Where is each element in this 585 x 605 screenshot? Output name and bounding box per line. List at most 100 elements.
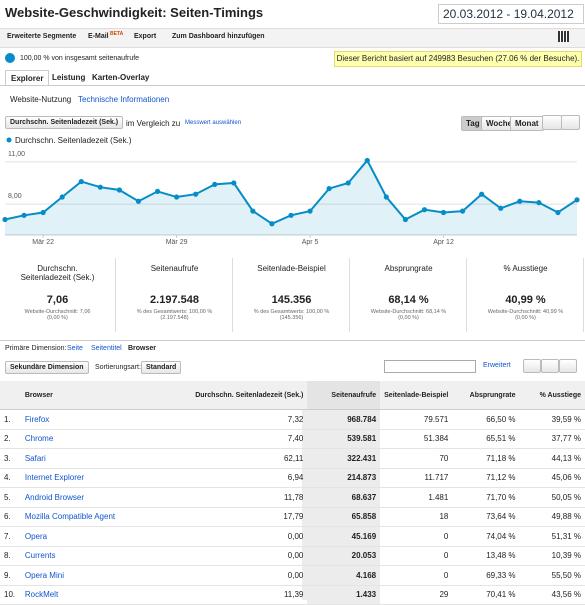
table-cell: 11.717 [380,468,453,488]
table-cell: 79.571 [380,409,453,430]
point [288,212,294,218]
summary-sub: % des Gesamtwerts: 100,00 % [253,309,330,315]
table-cell: 17,79 [191,507,308,527]
table-cell: 50,05 % [519,487,585,508]
table-cell: 70,41 % [452,585,520,605]
table-cell: 74,04 % [452,526,520,547]
tab-active[interactable]: Explorer [5,70,50,86]
point [135,198,142,204]
dimension-option-active[interactable]: Browser [128,345,157,352]
subtab[interactable]: Technische Informationen [78,95,170,104]
table-cell: 7. [0,526,21,547]
motion-chart-icon[interactable] [561,115,580,130]
period-button[interactable]: Woche [481,116,518,131]
table-cell: 4.168 [307,565,381,586]
point [574,197,580,203]
subtab-active[interactable]: Website-Nutzung [10,95,72,104]
line-chart-icon[interactable] [542,115,562,130]
tab-divider [0,85,585,86]
segment-text: 100,00 % von insgesamt seitenaufrufe [20,55,140,62]
tab[interactable]: Leistung [52,73,86,82]
point [78,178,84,185]
column-header[interactable]: Browser [20,381,192,410]
table-cell: 7,32 [191,409,308,430]
table-cell: Opera [20,526,192,547]
dimension-option[interactable]: Seite [67,345,83,352]
point [440,209,447,216]
point [116,187,122,193]
point [402,216,408,223]
toolbar-item[interactable]: Zum Dashboard hinzufügen [172,33,265,40]
qr-icon[interactable] [558,31,569,42]
table-cell: Currents [20,546,192,566]
secondary-dimension[interactable]: Sekundäre Dimension [5,361,89,374]
table-cell: 29 [380,585,453,605]
sort-label: Sortierungsart: [95,364,141,371]
sort-select[interactable]: Standard [141,361,182,374]
summary-label: Seitenlade-Beispiel [257,264,326,273]
advanced-link[interactable]: Erweitert [483,362,511,369]
toolbar-item[interactable]: E-Mail [88,33,109,40]
summary-value: 7,06 [46,294,69,306]
search-box[interactable] [384,360,476,373]
point [498,205,504,211]
point [193,191,199,197]
table-cell: 322.431 [307,448,381,469]
table-cell: 10. [0,585,21,605]
summary-sub: % des Gesamtwerts: 100,00 % [136,309,213,315]
dimension-option[interactable]: Seitentitel [91,345,122,352]
toolbar-item[interactable]: Export [134,33,157,40]
point [212,181,218,187]
table-cell: 51,31 % [519,526,585,547]
point [154,188,161,195]
view-icon[interactable] [559,359,577,373]
table-cell: 37,77 % [519,429,585,449]
table-cell: 0,00 [191,546,308,566]
summary-box: Durchschn. Seitenladezeit (Sek.) 7,06 Webs… [0,258,116,332]
table-cell: 65,51 % [452,429,520,449]
view-icon[interactable] [541,359,559,373]
point [174,194,180,200]
table-cell: 43,56 % [519,585,585,605]
table-row: 5. Android Browser 11,78 68.637 1.481 71,70 %… [0,487,585,508]
view-icon[interactable] [523,359,541,373]
column-header[interactable]: Seitenaufrufe [307,381,381,410]
summary-sub: Website-Durchschnitt: 68,14 % [370,309,447,315]
column-header[interactable]: % Ausstiege [519,381,585,410]
table-row: 4. Internet Explorer 6,94 214.873 11.717 71,1… [0,468,585,488]
tab[interactable]: Karten-Overlay [92,73,150,82]
table-cell: 1.433 [307,585,381,605]
x-tick-label: Mär 22 [32,239,54,246]
table-cell: 10,39 % [519,546,585,566]
table-row: 2. Chrome 7,40 539.581 51.384 65,51 % 37,77 % [0,429,585,449]
toolbar-item[interactable]: Erweiterte Segmente [7,33,77,40]
table-cell: Internet Explorer [20,468,192,488]
metric-select[interactable]: Durchschn. Seitenladezeit (Sek.) [5,116,124,129]
table-row: 8. Currents 0,00 20.053 0 13,48 % 10,39 % [0,546,585,566]
column-header[interactable]: Absprungrate [452,381,520,410]
summary-sub: (0,00 %) [398,315,419,321]
table-cell: 68.637 [307,487,381,508]
table-cell: 968.784 [307,409,381,430]
compare-label: im Vergleich zu [126,119,181,128]
column-header[interactable]: Seitenlade-Beispiel [380,381,453,410]
select-metric[interactable]: Messwert auswählen [185,120,242,126]
table-cell: 8. [0,546,21,566]
table-cell: 18 [380,507,453,527]
table-row: 1. Firefox 7,32 968.784 79.571 66,50 % 39,59 % [0,409,585,430]
table-cell: 71,12 % [452,468,520,488]
beta-badge: BETA [110,31,124,37]
table-cell: 0,00 [191,526,308,547]
summary-label: Durchschn. Seitenladezeit (Sek.) [20,264,95,282]
column-header[interactable]: Durchschn. Seitenladezeit (Sek.) [191,381,308,410]
legend-swatch [6,137,12,143]
point [231,180,237,186]
table-cell: 6. [0,507,21,527]
period-button[interactable]: Monat [510,116,544,131]
table-row: 9. Opera Mini 0,00 4.168 0 69,33 % 55,50 % [0,565,585,586]
table-cell: 65.858 [307,507,381,527]
summary-value: 68,14 % [388,294,429,306]
table-cell: 62,11 [191,448,308,469]
date-range[interactable]: 20.03.2012 - 19.04.2012 [438,4,584,24]
point [517,198,523,204]
